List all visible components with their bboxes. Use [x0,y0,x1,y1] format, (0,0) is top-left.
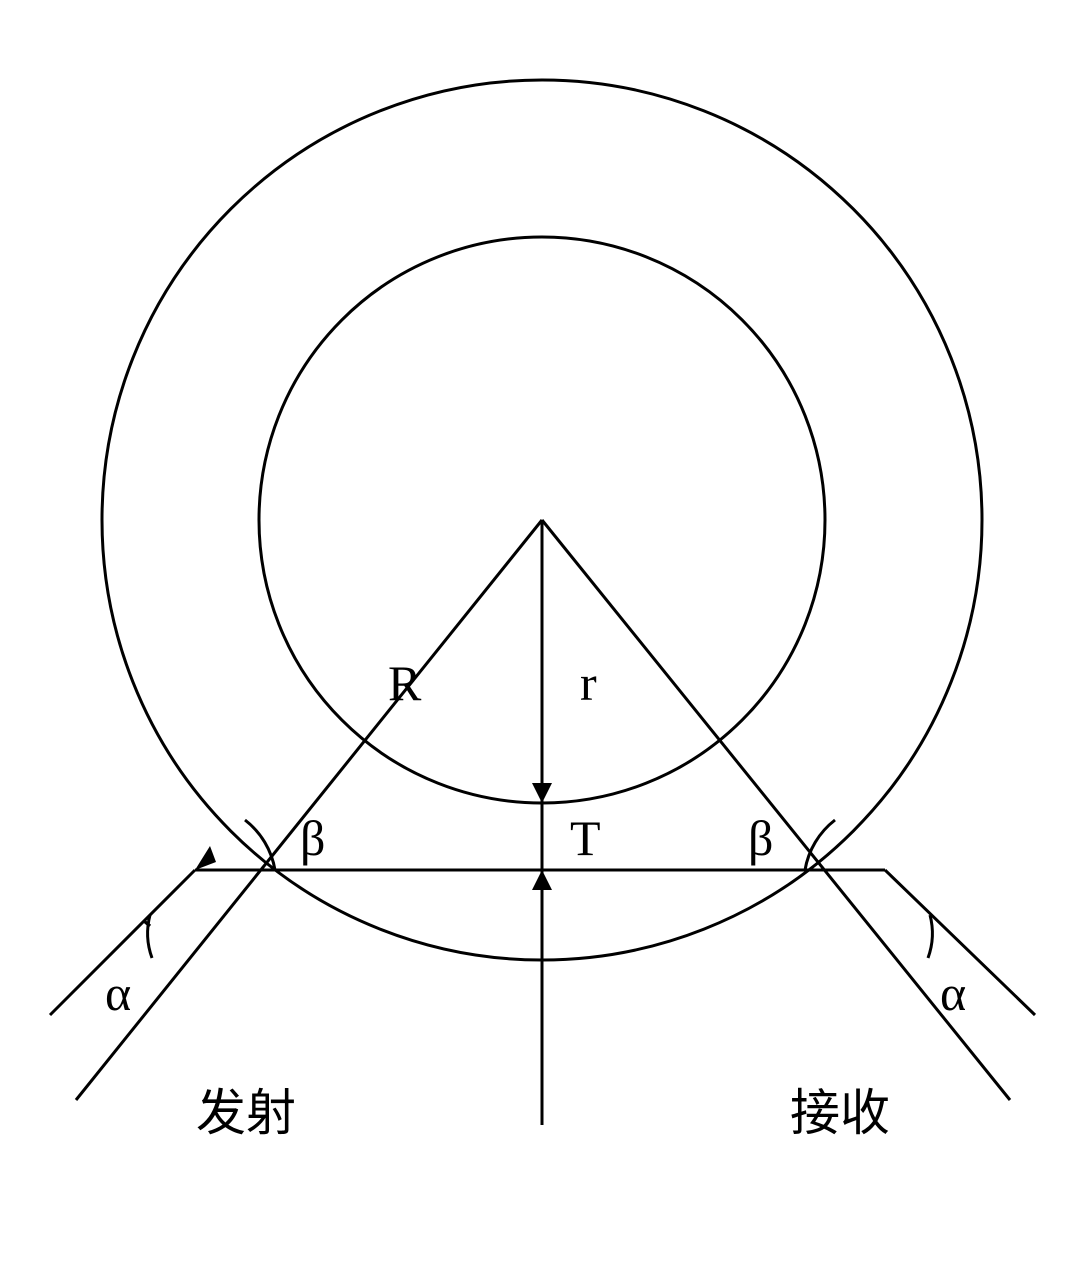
geometry-diagram: R r T β β α α 发射 接收 [0,0,1085,1270]
label-r-small: r [580,655,597,711]
arrow-left [195,846,216,870]
arrow-down-t [532,783,552,803]
label-alpha-right: α [940,965,966,1021]
label-beta-right: β [748,810,773,866]
diagram-container: R r T β β α α 发射 接收 [0,0,1085,1270]
label-receive: 接收 [790,1085,890,1141]
alpha-arc-left-draw [148,915,152,958]
label-emit: 发射 [196,1085,296,1141]
label-r-big: R [388,655,422,711]
arrow-up-chord [532,870,552,890]
label-t: T [570,810,601,866]
label-beta-left: β [300,810,325,866]
alpha-arc-right-draw [928,915,932,958]
label-alpha-left: α [105,965,131,1021]
beta-arc-left [245,820,275,870]
